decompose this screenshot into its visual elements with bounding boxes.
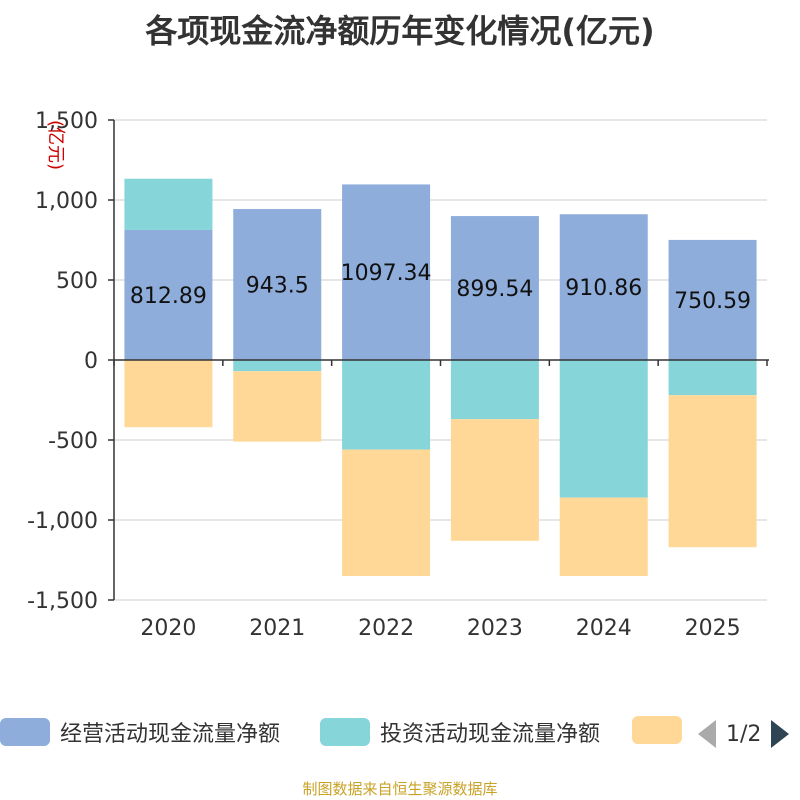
bar-investing xyxy=(233,360,322,372)
bar-financing xyxy=(559,497,648,576)
bar-financing xyxy=(233,371,322,442)
data-label: 899.54 xyxy=(456,277,533,302)
data-label: 1097.34 xyxy=(341,261,432,286)
bar-investing xyxy=(124,178,213,230)
y-tick-label: 1,000 xyxy=(35,189,98,214)
y-tick-label: 1,500 xyxy=(35,109,98,134)
bar-operating xyxy=(233,209,322,360)
y-tick-label: -500 xyxy=(48,429,98,454)
bar-financing xyxy=(668,395,757,548)
chart-title: 各项现金流净额历年变化情况(亿元) xyxy=(145,12,655,50)
pager-next-icon[interactable] xyxy=(771,720,790,748)
x-tick-label: 2021 xyxy=(249,616,305,641)
x-tick-label: 2023 xyxy=(467,616,523,641)
data-label: 812.89 xyxy=(130,284,207,309)
pager-text: 1/2 xyxy=(726,721,762,747)
legend-swatch-operating xyxy=(0,718,50,746)
bar-financing xyxy=(450,419,539,541)
x-tick-label: 2020 xyxy=(140,616,196,641)
legend-label-operating: 经营活动现金流量净额 xyxy=(60,722,281,747)
x-tick-label: 2022 xyxy=(358,616,414,641)
bar-operating xyxy=(342,184,431,360)
bar-investing xyxy=(450,360,539,420)
y-tick-label: -1,500 xyxy=(27,589,98,614)
x-tick-label: 2024 xyxy=(576,616,632,641)
bar-financing xyxy=(342,449,431,576)
bar-operating xyxy=(124,229,213,360)
data-label: 750.59 xyxy=(674,289,751,314)
y-axis-label: (亿元) xyxy=(45,120,66,170)
legend-label-investing: 投资活动现金流量净额 xyxy=(380,722,601,747)
y-tick-label: -1,000 xyxy=(27,509,98,534)
y-tick-label: 0 xyxy=(84,349,98,374)
x-tick-label: 2025 xyxy=(685,616,741,641)
y-tick-label: 500 xyxy=(56,269,98,294)
bar-financing xyxy=(124,360,213,428)
legend-item-financing[interactable] xyxy=(632,716,682,744)
stacked-bar-chart: 1,500 1,000 500 0 -500 -1,000 -1,500 (亿元) 812.89… xyxy=(27,109,769,641)
legend-item-operating[interactable]: 经营活动现金流量净额 xyxy=(0,716,280,748)
pager-prev-icon[interactable] xyxy=(698,720,716,748)
bar-operating xyxy=(668,239,757,360)
legend-swatch-investing xyxy=(320,718,370,746)
legend-item-investing[interactable]: 投资活动现金流量净额 xyxy=(320,716,600,748)
data-label: 910.86 xyxy=(565,276,642,301)
legend-pager: 1/2 xyxy=(698,716,790,752)
data-label: 943.5 xyxy=(246,274,309,299)
legend-swatch-financing xyxy=(632,716,682,744)
legend: 经营活动现金流量净额 投资活动现金流量净额 xyxy=(0,716,800,756)
bar-operating xyxy=(559,214,648,360)
bar-investing xyxy=(668,360,757,396)
bar-investing xyxy=(342,360,431,450)
bar-operating xyxy=(450,216,539,360)
bar-investing xyxy=(559,360,648,498)
data-source: 制图数据来自恒生聚源数据库 xyxy=(302,780,498,798)
